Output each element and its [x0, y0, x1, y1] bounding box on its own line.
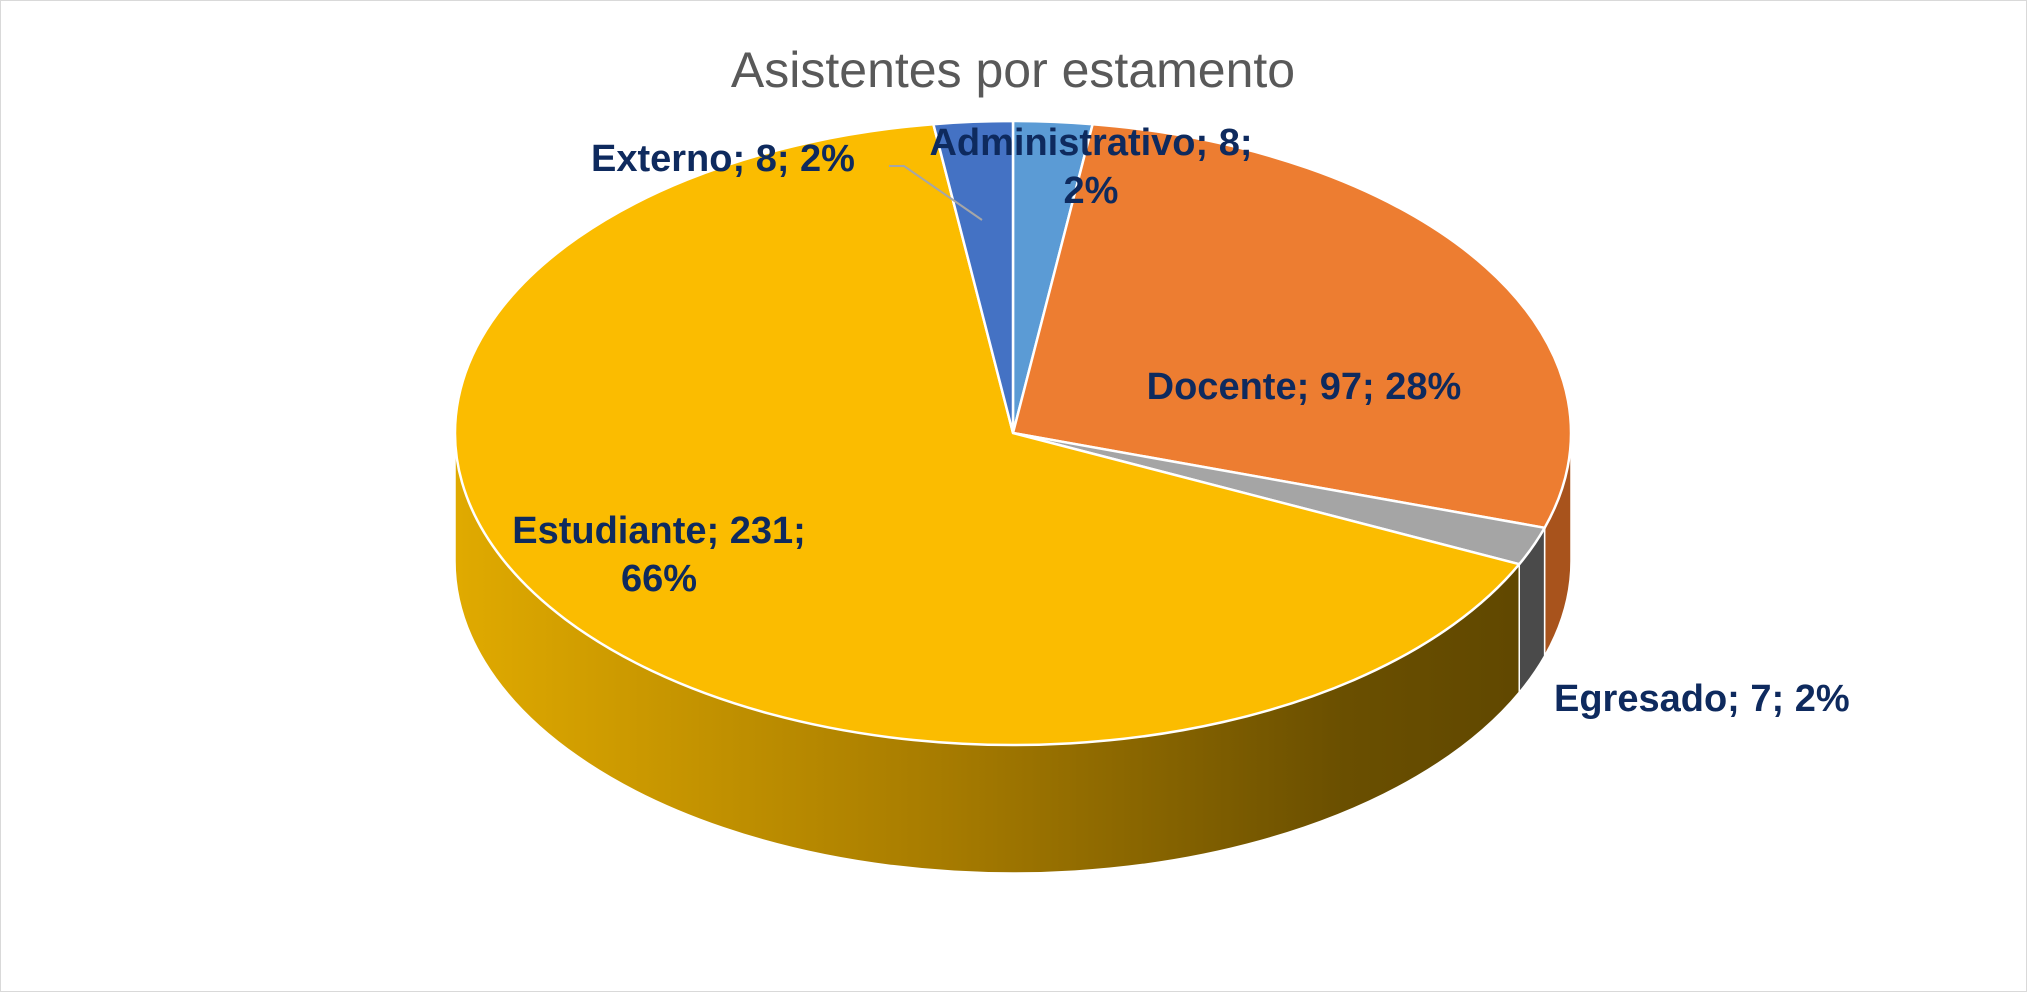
- pie-slice-docente: [1011, 122, 1573, 530]
- chart-title: Asistentes por estamento: [731, 42, 1295, 98]
- pie-top-layer: [453, 119, 1573, 747]
- pie-side-layer: [454, 432, 1572, 874]
- data-label-administrativo: Administrativo; 8; 2%: [929, 122, 1252, 212]
- data-label-externo: Externo; 8; 2%: [591, 138, 855, 180]
- pie-slice-estudiante: [453, 122, 1521, 747]
- data-label-estudiante: Estudiante; 231; 66%: [512, 510, 806, 600]
- data-label-egresado: Egresado; 7; 2%: [1554, 678, 1850, 720]
- pie-label-layer: Administrativo; 8; 2% Docente; 97; 28% Egre…: [512, 122, 1849, 720]
- data-label-docente: Docente; 97; 28%: [1147, 366, 1462, 408]
- leader-line-externo: [889, 165, 983, 221]
